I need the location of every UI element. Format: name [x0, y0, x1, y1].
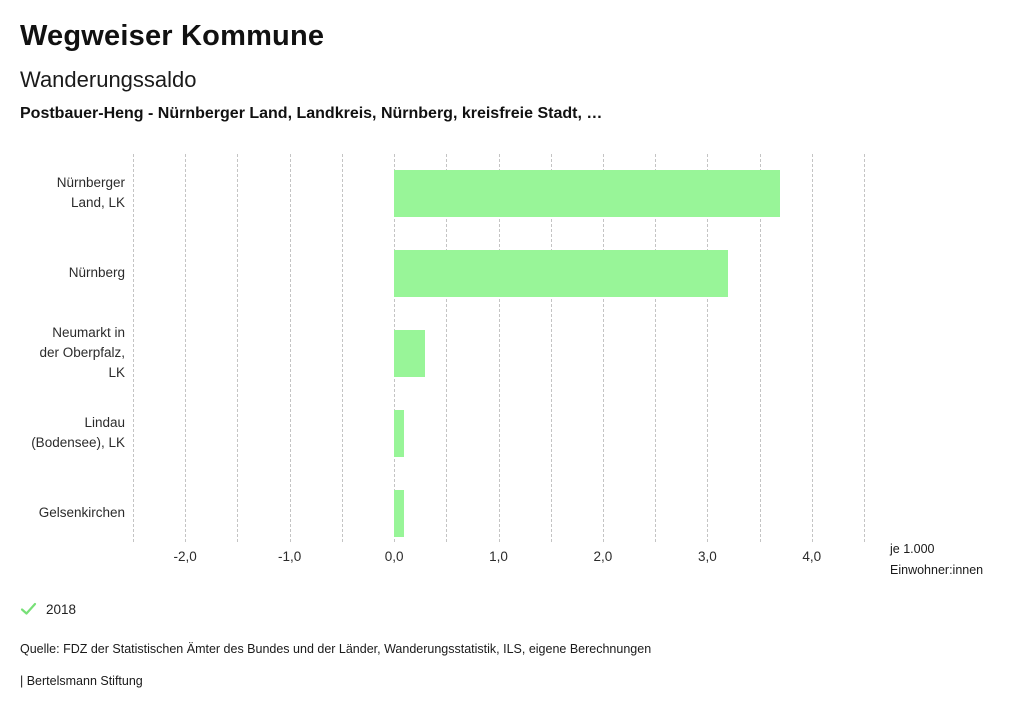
category-label: Nürnberg [0, 263, 125, 283]
category-label-line: LK [108, 365, 125, 380]
gridline [498, 154, 500, 542]
bar-5[interactable] [394, 489, 405, 537]
gridline [550, 154, 552, 542]
attribution-text: | Bertelsmann Stiftung [20, 674, 143, 688]
category-label-line: (Bodensee), LK [31, 435, 125, 450]
app-title: Wegweiser Kommune [20, 20, 325, 52]
gridline [655, 154, 657, 542]
x-tick-label: -2,0 [173, 549, 197, 564]
category-label-line: Neumarkt in [52, 325, 125, 340]
gridline [237, 154, 239, 542]
category-label-line: Nürnberger [56, 175, 125, 190]
gridline [811, 154, 813, 542]
gridline [289, 154, 291, 542]
x-axis-unit-line-2: Einwohner:innen [890, 563, 984, 577]
gridline [707, 154, 709, 542]
plot-area [133, 154, 865, 542]
gridline [864, 154, 865, 542]
gridline [133, 154, 134, 542]
bar-4[interactable] [394, 409, 405, 457]
check-icon [20, 602, 37, 615]
category-label: Lindau (Bodensee), LK [0, 413, 125, 453]
category-label-line: Lindau [84, 415, 125, 430]
category-label-line: der Oberpfalz, [39, 345, 125, 360]
bar-1[interactable] [394, 169, 781, 217]
bar-3[interactable] [394, 329, 426, 377]
bar-2[interactable] [394, 249, 729, 297]
category-label-line: Land, LK [70, 195, 125, 210]
category-label-line: Nürnberg [68, 265, 125, 280]
legend: 2018 [20, 601, 76, 621]
gridline [759, 154, 761, 542]
category-label: Gelsenkirchen [0, 503, 125, 523]
x-tick-label: 0,0 [384, 549, 404, 564]
legend-item-2018[interactable]: 2018 [20, 601, 76, 617]
x-axis-unit-line-1: je 1.000 [890, 542, 935, 556]
legend-label: 2018 [46, 601, 77, 617]
x-tick-label: 4,0 [802, 549, 822, 564]
gridline [185, 154, 187, 542]
chart-title: Wanderungssaldo [20, 67, 197, 92]
x-tick-label: 1,0 [489, 549, 508, 564]
x-tick-label: 3,0 [698, 549, 717, 564]
gridline [446, 154, 448, 542]
x-axis-unit-label: je 1.000 Einwohner:innen [890, 539, 983, 581]
selection-subtitle: Postbauer-Heng - Nürnberger Land, Landkr… [20, 105, 603, 122]
gridline [602, 154, 604, 542]
category-label-line: Gelsenkirchen [38, 505, 125, 520]
category-label: Nürnberger Land, LK [0, 173, 125, 213]
gridline [341, 154, 343, 542]
category-label: Neumarkt in der Oberpfalz, LK [0, 323, 125, 383]
source-text: Quelle: FDZ der Statistischen Ämter des … [20, 642, 652, 656]
x-tick-label: -1,0 [277, 549, 302, 564]
x-tick-label: 2,0 [593, 549, 613, 564]
